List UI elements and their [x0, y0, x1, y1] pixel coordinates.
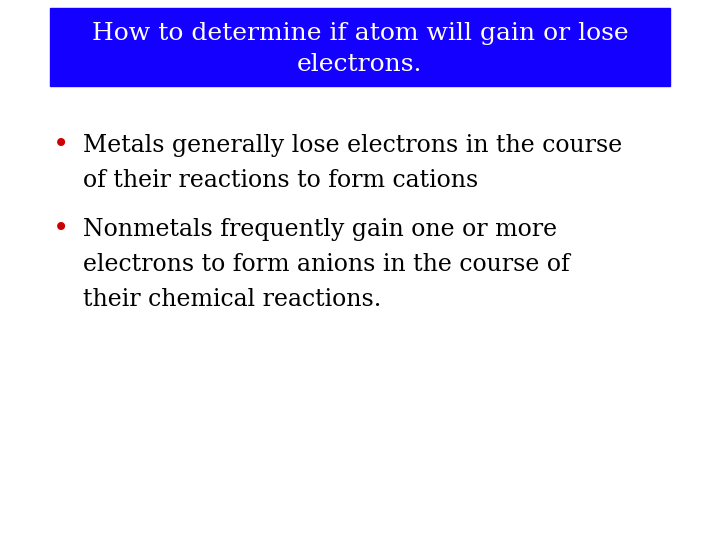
Text: electrons to form anions in the course of: electrons to form anions in the course o… [83, 253, 570, 276]
Text: •: • [53, 132, 69, 159]
Text: of their reactions to form cations: of their reactions to form cations [83, 170, 478, 192]
Text: their chemical reactions.: their chemical reactions. [83, 288, 381, 311]
Text: electrons.: electrons. [297, 53, 423, 76]
Text: Nonmetals frequently gain one or more: Nonmetals frequently gain one or more [83, 218, 557, 241]
FancyBboxPatch shape [50, 8, 670, 86]
Text: How to determine if atom will gain or lose: How to determine if atom will gain or lo… [91, 22, 629, 45]
Text: Metals generally lose electrons in the course: Metals generally lose electrons in the c… [83, 134, 622, 157]
Text: •: • [53, 216, 69, 243]
